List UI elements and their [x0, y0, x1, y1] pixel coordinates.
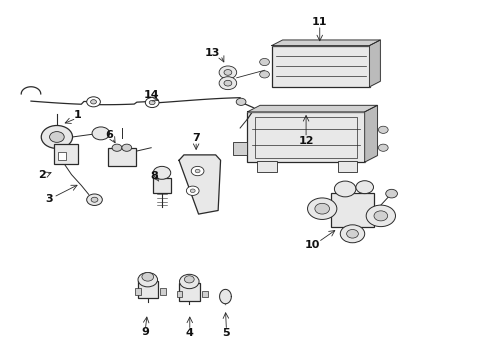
Text: 4: 4 [186, 328, 194, 338]
Polygon shape [247, 105, 377, 112]
Bar [135, 288, 141, 295]
Circle shape [91, 197, 98, 202]
Circle shape [87, 97, 100, 107]
Circle shape [219, 77, 237, 90]
Polygon shape [365, 105, 377, 162]
Circle shape [386, 189, 397, 198]
Circle shape [191, 166, 204, 176]
Circle shape [236, 98, 246, 105]
Circle shape [224, 80, 232, 86]
Text: 6: 6 [105, 130, 113, 140]
Circle shape [49, 132, 64, 142]
Circle shape [334, 181, 356, 197]
Circle shape [190, 189, 195, 193]
Bar [255, 117, 357, 158]
Bar [176, 291, 182, 297]
Circle shape [138, 273, 158, 287]
Circle shape [308, 198, 337, 220]
Polygon shape [220, 289, 231, 304]
Bar [179, 283, 199, 301]
Circle shape [219, 66, 237, 79]
Text: 14: 14 [144, 90, 159, 100]
Circle shape [91, 100, 97, 104]
Text: 5: 5 [222, 328, 230, 338]
Bar [331, 193, 374, 226]
Text: 9: 9 [141, 327, 149, 337]
Circle shape [179, 274, 199, 289]
Circle shape [356, 181, 373, 194]
Circle shape [142, 273, 154, 281]
Text: 13: 13 [205, 48, 220, 58]
Text: 8: 8 [151, 171, 158, 181]
Circle shape [184, 276, 194, 283]
Circle shape [153, 166, 171, 179]
Bar [247, 112, 365, 162]
Circle shape [112, 144, 122, 151]
Text: 10: 10 [304, 239, 319, 249]
Circle shape [186, 186, 199, 195]
Bar [202, 291, 208, 297]
Text: 12: 12 [298, 136, 314, 145]
Bar [338, 161, 357, 172]
Bar [54, 144, 78, 164]
Circle shape [195, 169, 200, 173]
Polygon shape [272, 40, 380, 45]
Bar [108, 148, 136, 166]
Bar [272, 45, 369, 87]
Polygon shape [369, 40, 380, 87]
Circle shape [340, 225, 365, 243]
Circle shape [41, 126, 73, 148]
Polygon shape [179, 155, 220, 214]
Text: 2: 2 [38, 170, 46, 180]
Circle shape [149, 100, 155, 105]
Circle shape [122, 144, 132, 151]
Bar [257, 161, 277, 172]
Bar [58, 152, 66, 160]
Circle shape [146, 98, 159, 108]
Text: 3: 3 [46, 194, 53, 204]
Text: 7: 7 [192, 133, 200, 143]
Circle shape [366, 205, 395, 226]
Circle shape [315, 203, 330, 214]
Circle shape [346, 229, 358, 238]
Bar [153, 178, 171, 193]
Circle shape [92, 127, 110, 140]
Circle shape [87, 194, 102, 206]
Text: 1: 1 [74, 111, 82, 121]
Circle shape [378, 144, 388, 151]
Circle shape [260, 58, 270, 66]
Text: 11: 11 [312, 17, 327, 27]
Circle shape [378, 126, 388, 134]
Bar [160, 288, 166, 295]
Bar [138, 281, 158, 298]
Circle shape [260, 71, 270, 78]
Circle shape [224, 69, 232, 75]
Bar [233, 142, 247, 155]
Circle shape [374, 211, 388, 221]
